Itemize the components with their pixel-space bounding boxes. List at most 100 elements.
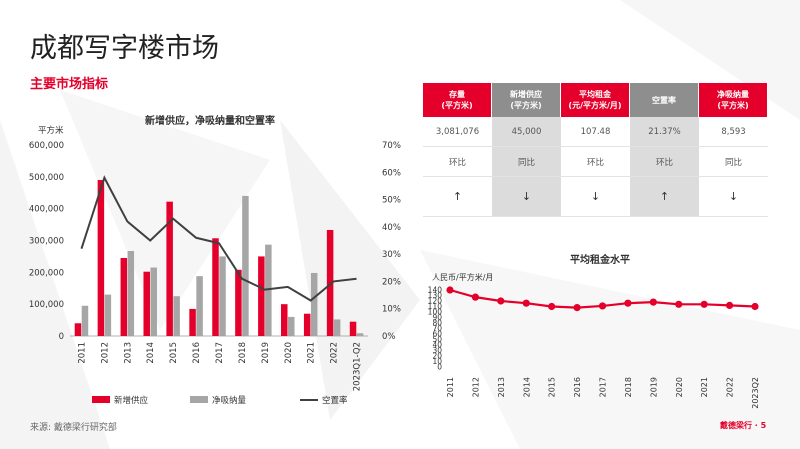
rent-y-tick-label: 140 (428, 286, 443, 295)
bar-net-absorption (196, 276, 203, 336)
rent-chart-title: 平均租金水平 (570, 253, 630, 266)
rent-y-axis-label: 人民币/平方米/月 (432, 272, 493, 282)
x-tick-label: 2022 (330, 342, 340, 364)
bar-net-absorption (356, 333, 364, 336)
rent-point (471, 293, 480, 301)
rent-point (548, 302, 556, 311)
y2-tick-label: 0% (382, 332, 396, 342)
bar-new-supply (303, 313, 311, 336)
kpi-trend-arrow: ↓ (699, 177, 768, 217)
rent-y-tick-label: 50 (432, 335, 442, 344)
bar-new-supply (143, 271, 150, 336)
y2-tick-label: 60% (382, 168, 401, 178)
bar-new-supply (97, 180, 105, 336)
rent-point (522, 299, 530, 307)
legend-label: 空置率 (322, 395, 348, 406)
y-tick-label: 100,000 (29, 300, 64, 310)
x-tick-label: 2012 (100, 342, 110, 364)
bar-new-supply (189, 308, 196, 336)
page-title: 成都写字楼市场 (30, 33, 219, 64)
kpi-header: 新增供应 (平方米) (492, 83, 561, 117)
rent-x-tick-label: 2013 (497, 377, 506, 397)
bar-new-supply (212, 238, 219, 336)
kpi-value: 107.48 (561, 117, 630, 147)
kpi-header: 净吸纳量 (平方米) (699, 83, 768, 117)
kpi-value: 45,000 (492, 117, 561, 147)
bar-net-absorption (333, 319, 341, 336)
bar-net-absorption (242, 195, 249, 336)
rent-y-tick-label: 90 (432, 313, 442, 322)
x-tick-label: 2015 (169, 342, 179, 364)
x-tick-label: 2017 (215, 342, 225, 364)
rent-y-tick-label: 120 (428, 297, 443, 306)
kpi-trend-arrow: ↓ (561, 177, 630, 217)
rent-y-tick-label: 130 (428, 291, 443, 300)
rent-x-tick-label: 2021 (700, 377, 709, 397)
bar-new-supply (349, 321, 357, 336)
bar-new-supply (74, 323, 82, 336)
kpi-compare: 环比 (561, 147, 630, 177)
y2-tick-label: 30% (382, 250, 401, 260)
rent-point (725, 301, 734, 309)
rent-point (624, 299, 632, 307)
rent-x-tick-label: 2014 (522, 377, 531, 397)
kpi-header: 空置率 (630, 83, 699, 117)
rent-point (700, 300, 708, 308)
rent-y-tick-label: 20 (432, 352, 442, 361)
bar-net-absorption (265, 244, 272, 336)
combo-chart-title: 新增供应，净吸纳量和空置率 (145, 114, 275, 127)
rent-point (598, 302, 607, 310)
bar-new-supply (166, 201, 173, 336)
y2-tick-label: 50% (382, 196, 401, 206)
kpi-header: 存量 (平方米) (423, 83, 492, 117)
bar-net-absorption (173, 296, 180, 336)
kpi-table: 存量 (平方米) 新增供应 (平方米) 平均租金 (元/平方米/月) 空置率 净吸纳量 … (423, 83, 768, 217)
rent-point (446, 286, 454, 294)
kpi-trend-arrow: ↑ (423, 177, 492, 217)
kpi-trend-arrow: ↑ (630, 177, 699, 217)
rent-y-tick-label: 80 (432, 319, 442, 328)
x-tick-label: 2023Q1-Q2 (353, 342, 363, 391)
rent-y-tick-label: 40 (432, 341, 442, 350)
rent-x-tick-label: 2019 (649, 377, 658, 397)
rent-point (649, 298, 657, 306)
rent-x-tick-label: 2018 (624, 377, 633, 397)
rent-point (675, 300, 683, 308)
kpi-value: 21.37% (630, 117, 699, 147)
bar-net-absorption (288, 316, 295, 336)
vacancy-rate-line (80, 175, 357, 302)
bar-new-supply (326, 229, 334, 336)
y-tick-label: 200,000 (29, 268, 64, 278)
legend-label: 净吸纳量 (212, 395, 247, 406)
rent-y-tick-label: 60 (432, 330, 442, 339)
x-tick-label: 2018 (238, 342, 248, 364)
kpi-compare: 同比 (699, 147, 768, 177)
rent-x-tick-label: 2015 (548, 377, 557, 397)
y2-tick-label: 40% (382, 223, 401, 233)
rent-y-tick-label: 0 (437, 363, 442, 372)
rent-point (497, 297, 505, 305)
y-tick-label: 400,000 (29, 205, 64, 215)
y-tick-label: 500,000 (29, 173, 64, 183)
kpi-trend-arrow: ↓ (492, 177, 561, 217)
rent-y-tick-label: 30 (432, 346, 442, 355)
rent-x-tick-label: 2011 (446, 377, 455, 397)
bar-net-absorption (104, 294, 112, 336)
bar-new-supply (281, 304, 288, 336)
y-tick-label: 300,000 (29, 237, 64, 247)
x-tick-label: 2019 (261, 342, 271, 364)
legend-label: 新增供应 (114, 395, 149, 406)
rent-x-tick-label: 2023Q2 (751, 377, 760, 409)
rent-point (573, 304, 581, 312)
rent-x-tick-label: 2017 (599, 377, 608, 397)
bar-new-supply (120, 258, 128, 336)
x-tick-label: 2014 (146, 342, 156, 364)
rent-x-tick-label: 2022 (726, 377, 735, 397)
rent-y-tick-label: 100 (428, 308, 443, 317)
kpi-compare: 环比 (423, 147, 492, 177)
y2-tick-label: 70% (382, 141, 401, 151)
rent-x-tick-label: 2012 (471, 377, 480, 397)
kpi-compare: 环比 (630, 147, 699, 177)
y2-tick-label: 20% (382, 277, 401, 287)
